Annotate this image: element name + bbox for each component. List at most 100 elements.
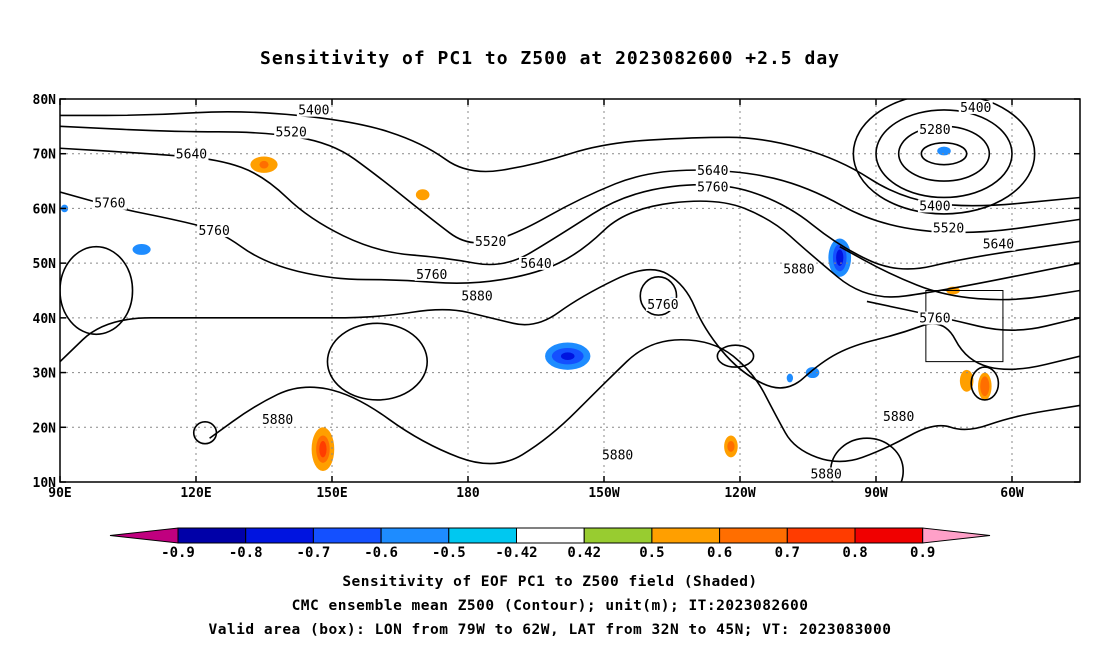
contour-label-bg	[645, 297, 680, 311]
contour-label-bg	[917, 311, 952, 325]
z500-closed-contour	[60, 245, 134, 336]
contour-label-bg	[460, 289, 495, 303]
colorbar-swatch	[583, 527, 653, 544]
caption-line-1: Sensitivity of EOF PC1 to Z500 field (Sh…	[342, 574, 758, 590]
z500-closed-contour	[970, 366, 1000, 401]
contour-label-bg	[600, 448, 635, 462]
contour-label-bg	[274, 125, 309, 139]
z500-contour	[60, 268, 1080, 389]
z500-closed-contour	[192, 421, 218, 445]
colorbar-arrow-left	[109, 527, 179, 544]
contour-label: 5760	[919, 312, 950, 327]
colorbar-arrow-right	[922, 527, 991, 544]
y-tick-label: 80N	[33, 93, 57, 108]
z500-contour	[866, 300, 1080, 331]
contour-label: 5400	[919, 199, 950, 214]
contour-label-bg	[92, 196, 127, 210]
contour-label: 5520	[475, 235, 506, 250]
x-tick-label: 120W	[724, 486, 755, 501]
contour-label: 5880	[262, 413, 293, 428]
colorbar-swatch	[719, 527, 788, 544]
valid-area-box	[925, 290, 1004, 363]
sensitivity-patch	[727, 440, 735, 452]
colorbar-swatch	[245, 527, 314, 544]
colorbar-swatch	[380, 527, 450, 544]
sensitivity-patch	[959, 369, 974, 392]
colorbar-swatch	[312, 527, 382, 544]
sensitivity-patch	[560, 352, 575, 360]
colorbar-label: -0.5	[432, 545, 466, 561]
contour-label: 5760	[647, 298, 678, 313]
colorbar-swatch	[177, 527, 247, 544]
contour-label-bg	[881, 410, 916, 424]
contour-label-bg	[296, 103, 331, 117]
z500-closed-contour	[639, 276, 678, 316]
contour-label-bg	[958, 100, 993, 114]
x-tick-label: 180	[456, 486, 480, 501]
z500-contour	[60, 110, 1080, 207]
sensitivity-patch	[319, 440, 327, 458]
colorbar-label: -0.7	[297, 545, 331, 561]
contour-label: 5760	[697, 180, 728, 195]
contour-label: 5400	[960, 101, 991, 116]
caption-line-3: Valid area (box): LON from 79W to 62W, L…	[208, 622, 892, 638]
y-tick-label: 50N	[33, 257, 57, 272]
colorbar-label: 0.7	[775, 545, 800, 561]
contour-label-bg	[260, 412, 295, 426]
z500-closed-contour	[716, 344, 755, 368]
colorbar-label: -0.6	[364, 545, 398, 561]
chart-title: Sensitivity of PC1 to Z500 at 2023082600…	[259, 48, 840, 69]
contour-label-bg	[809, 467, 844, 481]
y-tick-label: 60N	[33, 202, 57, 217]
caption-line-2: CMC ensemble mean Z500 (Contour); unit(m…	[291, 598, 809, 614]
x-tick-label: 150E	[316, 486, 347, 501]
x-tick-label: 150W	[588, 486, 619, 501]
colorbar-label: -0.42	[495, 545, 537, 561]
plot-inner: 5400 5520 5640 5760 5760 5760 5880 5880 5880 5520…	[60, 99, 1080, 483]
contour-label: 5640	[520, 257, 551, 272]
colorbar-label: 0.42	[567, 545, 601, 561]
sensitivity-patch	[132, 243, 151, 255]
colorbar-swatch	[786, 527, 856, 544]
y-tick-label: 40N	[33, 312, 57, 327]
contour-label: 5520	[276, 126, 307, 141]
contour-label: 5640	[983, 238, 1014, 253]
z500-contour	[839, 246, 1080, 301]
z500-closed-contour	[920, 141, 968, 166]
z500-closed-contour	[875, 109, 1013, 199]
y-tick-label: 70N	[33, 148, 57, 163]
colorbar-swatch	[651, 527, 721, 544]
contour-label-bg	[473, 234, 508, 248]
colorbar-label: -0.8	[229, 545, 263, 561]
contour-label-bg	[917, 122, 952, 136]
y-tick-label: 30N	[33, 367, 57, 382]
colorbar-label: 0.5	[639, 545, 664, 561]
colorbar-label: 0.6	[707, 545, 732, 561]
contour-label-bg	[917, 199, 952, 213]
contour-label: 5880	[602, 448, 633, 463]
contour-label-bg	[174, 147, 209, 161]
z500-contour	[60, 147, 1080, 270]
z500-contour	[209, 338, 1080, 465]
sensitivity-patch	[415, 189, 430, 201]
contour-label-bg	[981, 237, 1016, 251]
sensitivity-patch	[259, 160, 269, 169]
contour-label-bg	[695, 163, 730, 177]
sensitivity-patch	[786, 373, 794, 383]
sensitivity-patch	[980, 376, 990, 397]
contour-label-bg	[414, 267, 449, 281]
sensitivity-patch	[836, 249, 844, 266]
contour-label: 5880	[810, 468, 841, 483]
colorbar-label: -0.9	[161, 545, 195, 561]
colorbar-label: 0.8	[842, 545, 867, 561]
contour-label: 5880	[461, 290, 492, 305]
contour-label: 5880	[783, 262, 814, 277]
contour-label: 5760	[416, 268, 447, 283]
x-tick-label: 90E	[48, 486, 71, 501]
x-tick-label: 90W	[864, 486, 888, 501]
contour-label: 5520	[933, 221, 964, 236]
plot-frame	[59, 98, 1081, 483]
contour-label-bg	[695, 180, 730, 194]
map-layer: 5400 5520 5640 5760 5760 5760 5880 5880 5880 5520…	[33, 93, 1081, 561]
